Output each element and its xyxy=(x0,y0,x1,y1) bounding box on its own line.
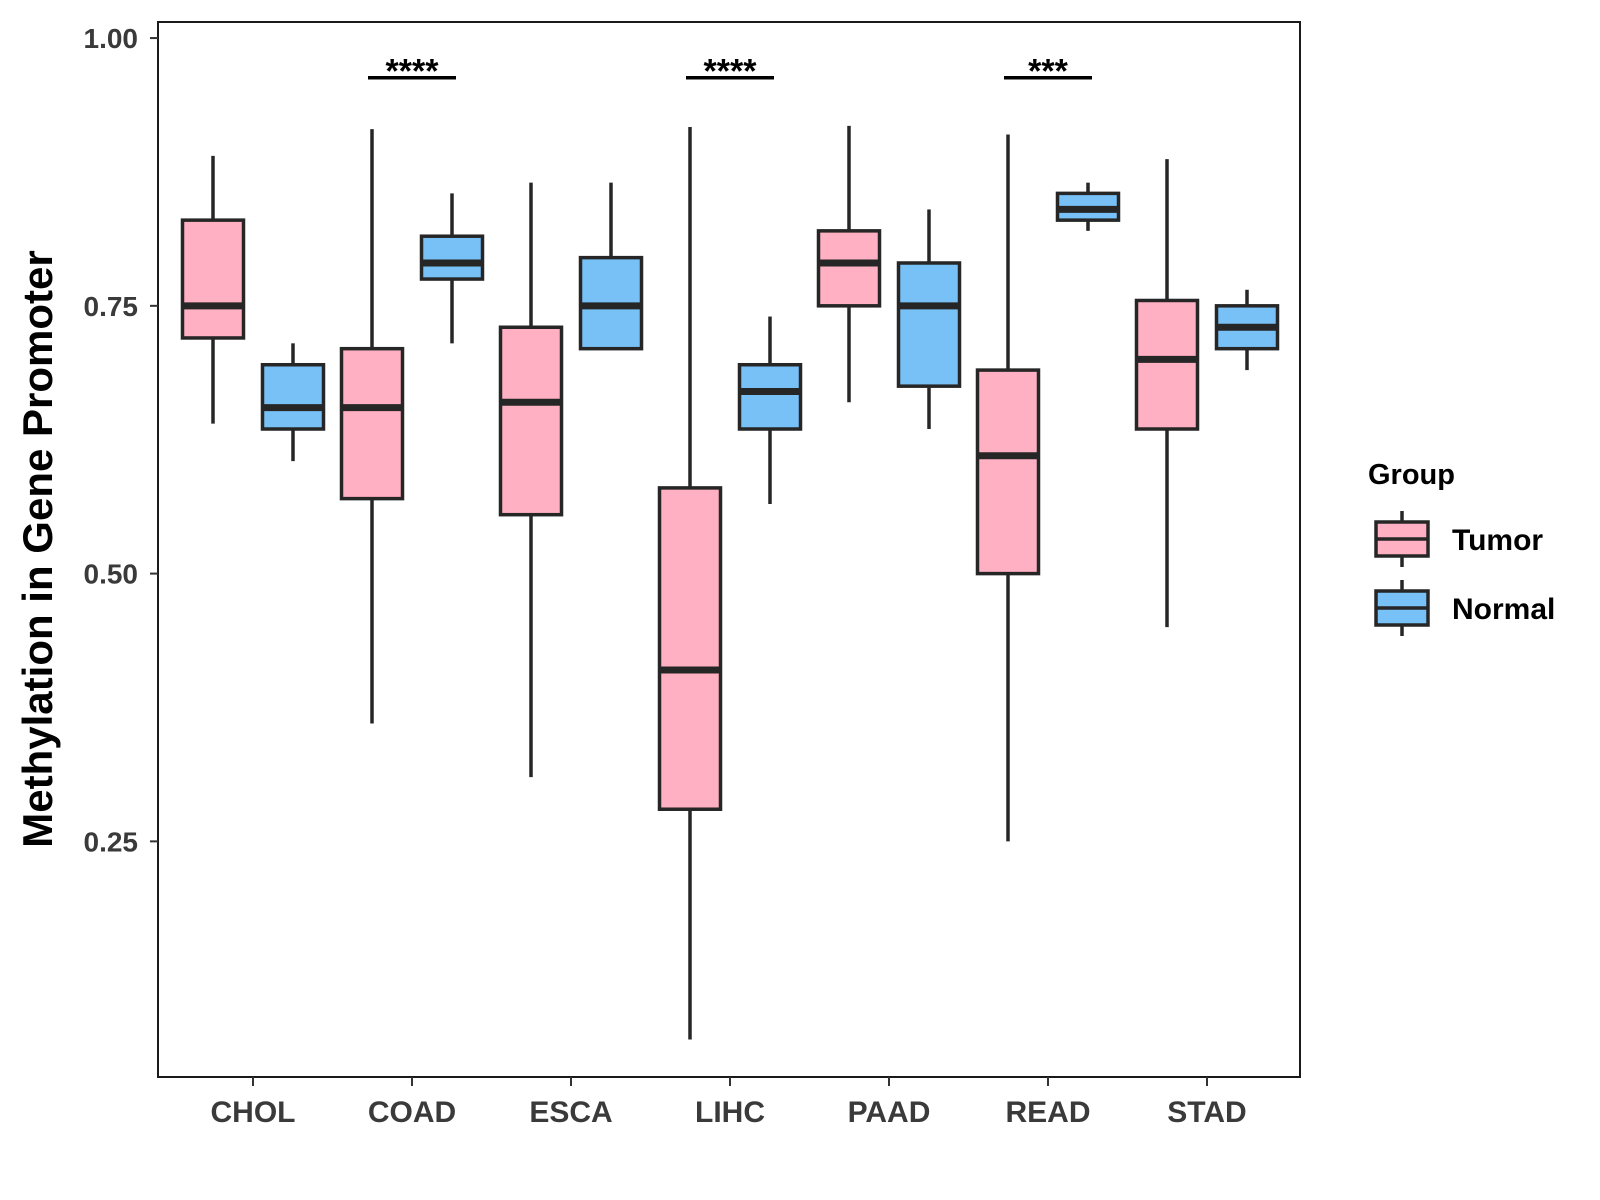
legend-title: Group xyxy=(1368,459,1455,491)
box-body xyxy=(975,368,1041,576)
legend-label-tumor: Tumor xyxy=(1452,524,1543,557)
plot-panel xyxy=(157,21,1301,1078)
box-body xyxy=(1134,298,1200,431)
box-body xyxy=(260,362,326,431)
significance-layer: **** **** *** xyxy=(368,53,1092,91)
box-normal-paad xyxy=(896,209,962,430)
significance-read: *** xyxy=(1004,53,1092,91)
box-body xyxy=(339,346,405,501)
box-body xyxy=(419,234,485,281)
y-tick-label: 1.00 xyxy=(84,23,139,54)
y-tick-label: 0.25 xyxy=(84,826,139,857)
legend: Group Tumor Normal xyxy=(1368,459,1555,636)
box-tumor-read xyxy=(975,134,1041,842)
boxes-layer xyxy=(180,125,1280,1040)
box-body xyxy=(737,362,803,431)
x-tick-label: LIHC xyxy=(695,1096,765,1129)
legend-key-tumor: Tumor xyxy=(1374,511,1543,567)
box-body xyxy=(896,261,962,388)
y-axis-title: Methylation in Gene Promoter xyxy=(14,250,61,847)
box-tumor-chol xyxy=(180,155,246,424)
box-tumor-paad xyxy=(816,125,882,403)
box-normal-esca xyxy=(578,182,644,351)
legend-label-normal: Normal xyxy=(1452,593,1555,626)
box-tumor-coad xyxy=(339,129,405,724)
box-body xyxy=(180,218,246,340)
box-normal-lihc xyxy=(737,316,803,504)
box-normal-chol xyxy=(260,343,326,462)
box-body xyxy=(816,229,882,308)
box-tumor-stad xyxy=(1134,159,1200,628)
box-tumor-lihc xyxy=(657,126,723,1040)
significance-label: **** xyxy=(386,53,440,91)
x-tick-label: CHOL xyxy=(211,1096,296,1129)
significance-coad: **** xyxy=(368,53,456,91)
x-tick-label: STAD xyxy=(1167,1096,1246,1129)
x-tick-label: COAD xyxy=(368,1096,456,1129)
y-tick-label: 0.50 xyxy=(84,559,139,590)
x-tick-label: PAAD xyxy=(848,1096,931,1129)
significance-label: **** xyxy=(704,53,758,91)
legend-key-normal: Normal xyxy=(1374,580,1555,636)
y-tick-label: 0.75 xyxy=(84,291,139,322)
box-normal-read xyxy=(1055,182,1121,231)
box-tumor-esca xyxy=(498,182,564,778)
box-normal-stad xyxy=(1214,289,1280,371)
box-body xyxy=(657,486,723,811)
significance-label: *** xyxy=(1028,53,1068,91)
legend-items: Tumor Normal xyxy=(1374,511,1555,636)
x-tick-label: ESCA xyxy=(529,1096,612,1129)
box-body xyxy=(498,325,564,517)
box-normal-coad xyxy=(419,193,485,344)
x-tick-label: READ xyxy=(1005,1096,1090,1129)
significance-lihc: **** xyxy=(686,53,774,91)
axes-layer: 0.25 0.50 0.75 1.00 CHOL COAD ESCA LIHC PAAD READ… xyxy=(84,23,1247,1129)
